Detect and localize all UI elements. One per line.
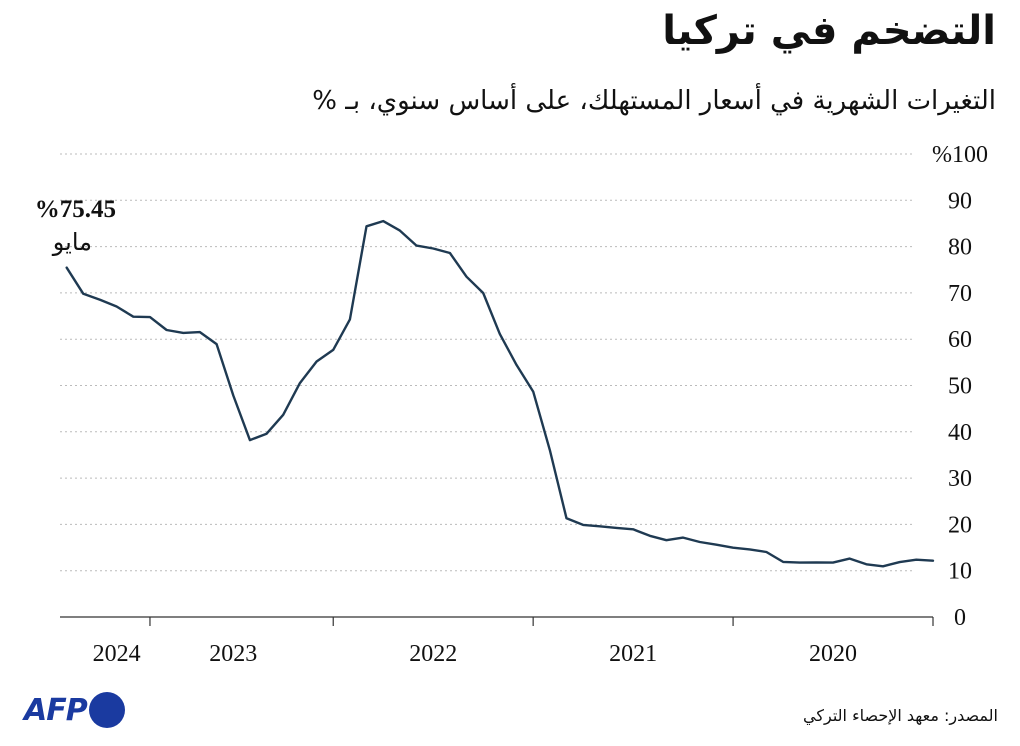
chart-subtitle: التغيرات الشهرية في أسعار المستهلك، على …	[312, 86, 996, 116]
annotation-value: %75.45	[35, 196, 116, 223]
year-label-2022: 2022	[409, 641, 457, 667]
y-tick-label-100: %100	[932, 142, 988, 168]
series	[65, 219, 935, 568]
y-tick-label-50: 50	[948, 374, 972, 400]
year-label-2021: 2021	[609, 641, 657, 667]
y-tick-label-0: 0	[954, 605, 966, 631]
y-tick-label-20: 20	[948, 512, 972, 538]
year-label-2020: 2020	[809, 641, 857, 667]
source-note: المصدر: معهد الإحصاء التركي	[803, 706, 998, 725]
y-tick-label-10: 10	[948, 559, 972, 585]
y-tick-label-40: 40	[948, 420, 972, 446]
annotations: %75.45 مايو	[35, 196, 116, 256]
logo-text: AFP	[24, 692, 88, 728]
y-tick-label-70: 70	[948, 281, 972, 307]
year-label-2024: 2024	[93, 641, 141, 667]
x-axis	[60, 616, 934, 626]
year-label-2023: 2023	[209, 641, 257, 667]
logo-dot-icon	[88, 692, 125, 728]
afp-logo: AFP	[24, 690, 125, 730]
series-line-0	[65, 219, 935, 568]
chart-title: التضخم في تركيا	[662, 8, 996, 54]
y-tick-label-80: 80	[948, 235, 972, 261]
y-axis-ticks: %100 90 80 70 60 50 40 30 20 10 0	[932, 142, 988, 631]
x-axis-labels: 2020 2021 2022 2023 2024	[93, 641, 857, 667]
y-tick-label-60: 60	[948, 327, 972, 353]
gridlines	[60, 153, 913, 572]
y-tick-label-90: 90	[948, 188, 972, 214]
annotation-month: مايو	[52, 228, 92, 256]
y-tick-label-30: 30	[948, 466, 972, 492]
